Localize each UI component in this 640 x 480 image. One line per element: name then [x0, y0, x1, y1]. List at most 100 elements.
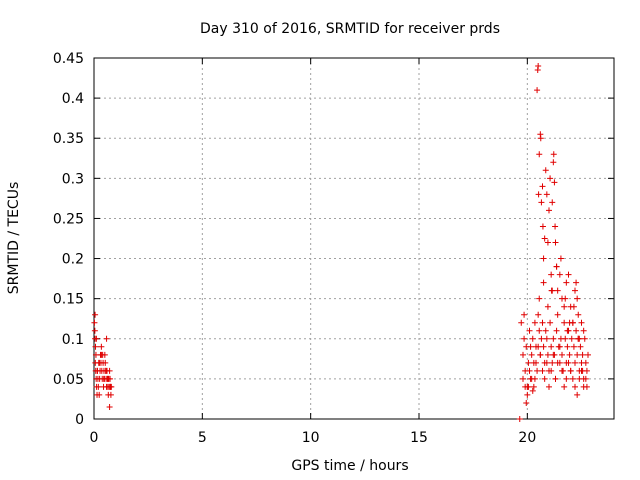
data-point: [556, 271, 563, 278]
data-point: [552, 223, 559, 230]
x-tick-label: 0: [90, 430, 99, 446]
data-point: [540, 255, 547, 262]
data-point: [575, 335, 582, 342]
data-point: [526, 367, 533, 374]
data-point: [572, 359, 578, 366]
data-point: [566, 351, 573, 358]
data-point: [550, 151, 557, 158]
data-point: [549, 287, 556, 294]
plot-frame: [93, 57, 615, 420]
y-tick-label: 0.4: [62, 91, 84, 107]
data-point: [559, 351, 565, 358]
data-point: [106, 403, 113, 410]
data-point: [540, 279, 547, 286]
data-point: [91, 327, 98, 334]
x-tick-label: 15: [410, 430, 428, 446]
data-point: [96, 359, 103, 366]
data-point: [546, 383, 552, 390]
data-point: [557, 255, 564, 262]
data-point: [540, 343, 547, 350]
data-point: [547, 319, 554, 326]
data-point: [531, 319, 538, 326]
x-tick-label: 5: [198, 430, 207, 446]
data-point: [585, 351, 591, 358]
y-tick-label: 0: [75, 412, 84, 428]
y-tick-labels: 0 0.05 0.1 0.15 0.2 0.25 0.3 0.35 0.4 0.45: [53, 51, 84, 428]
data-point: [561, 319, 568, 326]
data-point: [549, 199, 556, 206]
data-point: [568, 335, 575, 342]
data-point: [520, 351, 526, 358]
data-point: [533, 359, 539, 366]
x-tick-label: 10: [302, 430, 320, 446]
data-point: [575, 311, 582, 318]
data-point: [562, 295, 569, 302]
y-tick-label: 0.05: [53, 372, 84, 388]
data-point: [562, 335, 569, 342]
data-point: [564, 343, 571, 350]
data-point: [564, 327, 571, 334]
data-point: [535, 191, 542, 198]
x-axis-label: GPS time / hours: [291, 458, 408, 474]
data-point: [536, 327, 543, 334]
data-point: [96, 391, 103, 398]
data-point: [535, 311, 542, 318]
data-point: [107, 391, 114, 398]
data-point: [529, 387, 536, 394]
data-point: [536, 295, 543, 302]
y-tick-label: 0.1: [62, 332, 84, 348]
data-point: [570, 303, 577, 310]
data-point: [576, 375, 583, 382]
data-point: [553, 263, 560, 270]
data-point: [574, 391, 581, 398]
data-point: [98, 343, 105, 350]
data-point: [544, 351, 551, 358]
data-point: [570, 343, 577, 350]
data-point: [572, 383, 578, 390]
data-point: [539, 367, 546, 374]
y-tick-label: 0.3: [62, 171, 84, 187]
data-point: [574, 351, 581, 358]
data-point: [561, 303, 568, 310]
data-point: [561, 383, 568, 390]
data-point: [526, 327, 533, 334]
data-point: [105, 375, 112, 382]
data-point: [520, 375, 526, 382]
data-point: [542, 167, 549, 174]
data-point: [544, 303, 551, 310]
data-point: [534, 87, 541, 94]
x-tick-label: 20: [518, 430, 536, 446]
data-point: [551, 179, 558, 186]
data-point: [542, 327, 549, 334]
data-point: [529, 335, 536, 342]
data-point: [565, 359, 572, 366]
data-points: [91, 63, 591, 422]
data-point: [549, 359, 556, 366]
data-point: [543, 335, 550, 342]
data-point: [553, 327, 560, 334]
data-point: [531, 375, 538, 382]
data-point: [578, 319, 585, 326]
data-point: [98, 351, 105, 358]
grid-lines: [94, 58, 614, 419]
data-point: [103, 335, 110, 342]
data-point: [524, 391, 531, 398]
data-point: [107, 383, 114, 390]
data-point: [559, 367, 565, 374]
data-point: [538, 199, 545, 206]
data-point: [93, 335, 100, 342]
y-tick-label: 0.2: [62, 252, 84, 268]
data-point: [543, 359, 550, 366]
data-point: [525, 359, 532, 366]
x-tick-labels: 0 5 10 15 20: [90, 430, 537, 446]
data-point: [574, 295, 581, 302]
data-point: [528, 351, 535, 358]
data-point: [92, 343, 99, 350]
y-axis-label: SRMTID / TECUs: [6, 182, 22, 295]
data-point: [550, 159, 557, 166]
data-point: [525, 383, 532, 390]
data-point: [538, 335, 545, 342]
data-point: [580, 327, 587, 334]
data-point: [535, 63, 542, 70]
